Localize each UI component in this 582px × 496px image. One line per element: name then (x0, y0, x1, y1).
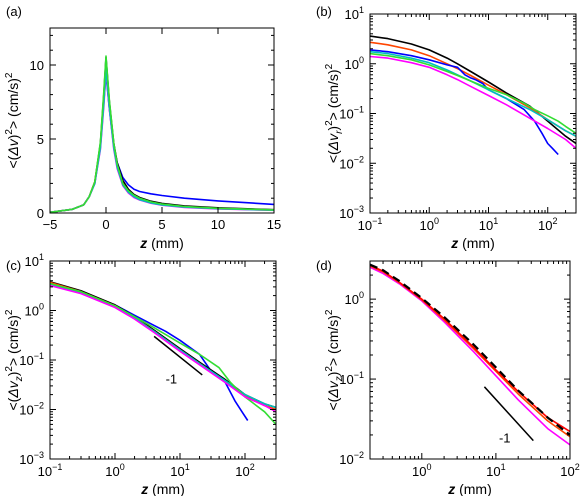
axis-frame (49, 27, 275, 214)
y-tick-label: 10 (30, 58, 44, 73)
x-tick-label: 101 (486, 462, 505, 479)
axis-frame (369, 13, 577, 214)
y-tick-label: 100 (25, 302, 44, 319)
y-axis-label: <(Δvz)2> (cm/s)2 (4, 309, 25, 410)
x-tick-label: 102 (538, 216, 557, 233)
axis-frame (49, 260, 277, 460)
series-line (370, 35, 576, 145)
panel-label: (a) (6, 4, 22, 19)
axis-frame (369, 260, 571, 460)
y-tick-label: 101 (345, 5, 364, 22)
series-line (50, 67, 274, 213)
x-tick-label: 100 (412, 462, 431, 479)
y-tick-label: 100 (345, 290, 364, 307)
chart-panel: (d) -1 100 101 102 10−2 10−1 100 z (mm) <(Δvz)2> … (316, 258, 580, 496)
series-line (50, 284, 276, 413)
y-tick-label: 10−1 (339, 105, 364, 122)
chart-panel: (b) 10−1 100 101 102 10−3 10−2 10−1 100 101 z (mm)… (316, 4, 577, 251)
series-line (50, 56, 274, 213)
series-line (50, 283, 276, 409)
series-line (50, 70, 274, 213)
x-axis-label: z (mm) (447, 481, 492, 496)
plot-area (50, 55, 274, 213)
series-line (50, 282, 249, 421)
y-tick-label: 0 (37, 206, 44, 221)
x-tick-label: 101 (170, 462, 189, 479)
y-tick-label: 10−2 (339, 154, 364, 171)
y-tick-label: 10−1 (339, 370, 364, 387)
series-line (370, 263, 570, 436)
x-axis-label: z (mm) (140, 481, 185, 496)
series-line (50, 55, 274, 213)
y-tick-label: 5 (37, 132, 44, 147)
x-axis-label: z (mm) (139, 235, 184, 251)
x-tick-label: 102 (235, 462, 254, 479)
slope-line (483, 386, 534, 442)
panel-label: (b) (316, 4, 332, 19)
plot-area (50, 281, 276, 425)
x-tick-label: 15 (267, 217, 281, 232)
x-tick-label: 5 (158, 217, 165, 232)
series-line (370, 50, 576, 137)
x-tick-label: 10−1 (38, 462, 63, 479)
x-tick-label: 10−1 (358, 216, 383, 233)
series-line (50, 281, 276, 411)
chart-panel: (c) -1 10−1 100 101 102 10−3 10−2 10−1 100 101 z (m… (4, 252, 277, 496)
y-tick-label: 10−2 (339, 450, 364, 467)
y-axis-label: <(Δvr)2> (cm/s)2 (324, 63, 345, 163)
plot-area (370, 35, 576, 156)
plot-area (370, 263, 570, 446)
y-tick-label: 100 (345, 55, 364, 72)
y-axis-label: <(Δvz)2> (cm/s)2 (324, 309, 345, 410)
x-tick-label: 100 (420, 216, 439, 233)
y-tick-label: 10−3 (19, 450, 44, 467)
panel-label: (c) (6, 258, 21, 273)
panel-label: (d) (316, 258, 332, 273)
y-tick-label: 10−3 (339, 204, 364, 221)
x-tick-label: 102 (560, 462, 579, 479)
series-line (50, 281, 276, 409)
x-tick-label: 0 (102, 217, 109, 232)
x-axis-label: z (mm) (450, 235, 495, 251)
x-tick-label: −5 (43, 217, 58, 232)
series-line (50, 61, 274, 213)
x-tick-label: 101 (479, 216, 498, 233)
slope-line (153, 335, 203, 376)
y-tick-label: 10−2 (19, 401, 44, 418)
slope-label: -1 (499, 431, 511, 446)
series-line (50, 282, 276, 425)
y-axis-label: <(Δv)2> (cm/s)2 (4, 72, 21, 168)
x-tick-label: 100 (105, 462, 124, 479)
series-line (370, 52, 576, 134)
y-tick-label: 101 (25, 252, 44, 269)
series-line (370, 266, 570, 446)
series-line (370, 49, 559, 156)
series-line (50, 73, 274, 213)
x-tick-label: 10 (211, 217, 225, 232)
series-line (370, 55, 576, 149)
slope-label: -1 (166, 372, 178, 387)
y-tick-label: 10−1 (19, 351, 44, 368)
